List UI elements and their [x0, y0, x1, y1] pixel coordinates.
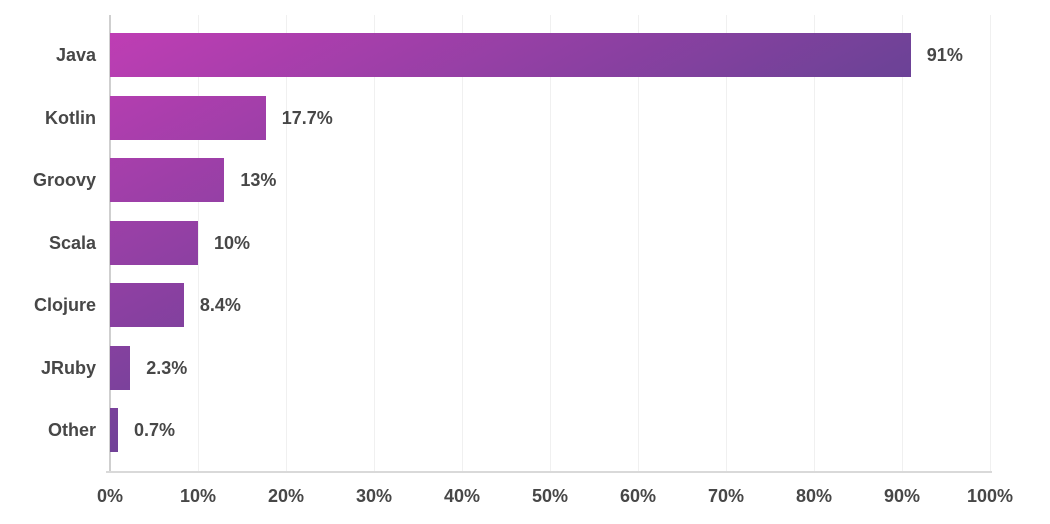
category-label: Groovy	[32, 170, 96, 191]
value-label: 8.4%	[199, 295, 241, 316]
x-axis-ticks: 0% 10% 20% 30% 40% 50% 60% 70% 80% 90% 100%	[97, 484, 1013, 510]
bar-row-jruby: JRuby 2.3%	[0, 337, 1050, 400]
bar-track: 8.4%	[110, 274, 990, 337]
bar-track: 17.7%	[110, 87, 990, 150]
bar-clojure	[110, 283, 184, 328]
category-label: Kotlin	[45, 107, 96, 128]
gridline	[726, 15, 727, 472]
category-label: Scala	[48, 232, 96, 253]
x-axis-line	[106, 471, 992, 473]
bar-scala	[110, 220, 198, 265]
value-label: 0.7%	[134, 420, 176, 441]
bar-groovy	[110, 158, 225, 203]
gridline	[198, 15, 199, 472]
bar-track: 91%	[110, 24, 990, 87]
value-label: 91%	[926, 45, 963, 66]
gridline	[902, 15, 903, 472]
bar-java	[110, 33, 911, 78]
bar-track: 10%	[110, 212, 990, 275]
gridline	[286, 15, 287, 472]
bar-row-other: Other 0.7%	[0, 399, 1050, 462]
bar-rows: Java 91% Kotlin 17.7% Groovy 13% Scala	[0, 24, 1050, 462]
category-label: Java	[55, 45, 96, 66]
bar-track: 2.3%	[110, 337, 990, 400]
gridline	[550, 15, 551, 472]
x-tick-label: 50%	[531, 486, 569, 506]
value-label: 17.7%	[281, 107, 333, 128]
bar-row-java: Java 91%	[0, 24, 1050, 87]
value-label: 10%	[214, 232, 251, 253]
x-tick-label: 60%	[619, 486, 657, 506]
gridline	[990, 15, 991, 472]
value-label: 2.3%	[146, 357, 188, 378]
x-tick-label: 40%	[443, 486, 481, 506]
category-label: JRuby	[40, 357, 96, 378]
bar-row-scala: Scala 10%	[0, 212, 1050, 275]
x-tick-label: 30%	[355, 486, 393, 506]
x-tick-label: 70%	[707, 486, 745, 506]
x-tick-label: 80%	[795, 486, 833, 506]
value-label: 13%	[240, 170, 277, 191]
bar-other	[110, 408, 118, 453]
gridline	[638, 15, 639, 472]
category-label: Other	[47, 420, 96, 441]
bar-kotlin	[110, 95, 266, 140]
bar-track: 13%	[110, 149, 990, 212]
gridline	[462, 15, 463, 472]
x-tick-label: 20%	[267, 486, 305, 506]
x-tick-label: 100%	[966, 486, 1014, 506]
bar-track: 0.7%	[110, 399, 990, 462]
x-tick-label: 90%	[883, 486, 921, 506]
bar-jruby	[110, 345, 131, 390]
category-label: Clojure	[33, 295, 96, 316]
bar-row-clojure: Clojure 8.4%	[0, 274, 1050, 337]
x-tick-label: 10%	[179, 486, 217, 506]
bar-row-kotlin: Kotlin 17.7%	[0, 87, 1050, 150]
bar-row-groovy: Groovy 13%	[0, 149, 1050, 212]
gridline	[374, 15, 375, 472]
x-tick-label: 0%	[96, 486, 124, 506]
gridline	[814, 15, 815, 472]
